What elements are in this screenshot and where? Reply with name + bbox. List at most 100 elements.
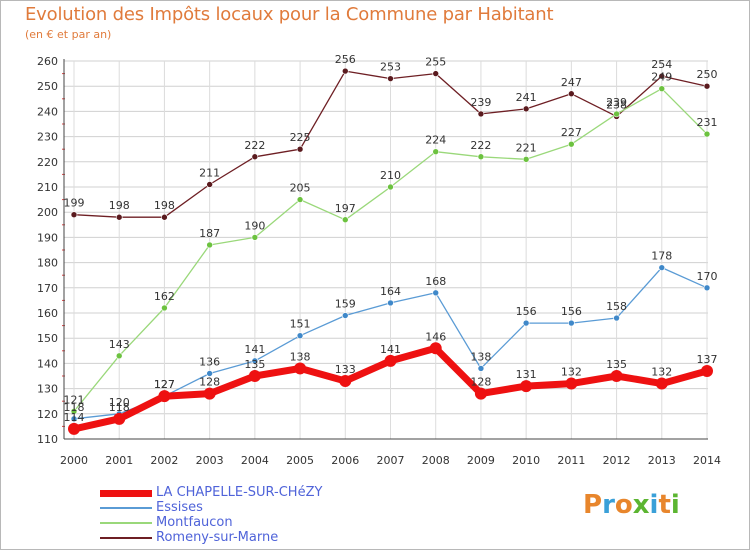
- data-label: 198: [154, 199, 175, 212]
- data-label: 121: [64, 393, 85, 406]
- data-point: [610, 370, 623, 382]
- legend-item: LA CHAPELLE-SUR-CHéZY: [100, 486, 322, 500]
- data-label: 118: [109, 401, 130, 414]
- data-point: [477, 153, 485, 161]
- data-label: 222: [470, 139, 491, 152]
- data-point: [522, 105, 530, 113]
- data-point: [161, 213, 168, 221]
- legend-item: Romeny-sur-Marne: [100, 531, 278, 545]
- legend-label: Essises: [156, 500, 203, 515]
- logo-letter: i: [649, 490, 659, 520]
- data-point: [432, 148, 440, 156]
- x-tick-label: 2008: [422, 454, 450, 467]
- chart-title: Evolution des Impôts locaux pour la Comm…: [25, 4, 554, 25]
- y-tick-label: 220: [37, 156, 58, 169]
- data-point: [655, 377, 668, 390]
- data-label: 168: [425, 275, 446, 288]
- data-label: 239: [606, 96, 627, 109]
- data-point: [568, 140, 575, 148]
- data-label: 143: [109, 338, 130, 351]
- logo-letter: i: [670, 490, 680, 520]
- legend-swatch: [100, 522, 152, 524]
- data-point: [296, 332, 304, 339]
- data-label: 127: [154, 378, 175, 391]
- proxiti-logo: Proxiti: [583, 490, 680, 520]
- data-point: [477, 365, 485, 372]
- data-point: [161, 304, 168, 312]
- data-label: 141: [244, 343, 265, 356]
- data-point: [701, 364, 713, 377]
- x-tick-label: 2005: [286, 454, 314, 467]
- logo-letter: P: [583, 490, 603, 520]
- data-point: [203, 387, 216, 400]
- data-point: [387, 75, 394, 82]
- data-label: 128: [470, 376, 491, 389]
- logo-letter: t: [658, 490, 671, 520]
- data-label: 136: [199, 355, 220, 368]
- data-point: [568, 319, 575, 327]
- data-label: 135: [606, 358, 627, 371]
- data-point: [658, 264, 666, 271]
- data-label: 138: [470, 350, 491, 363]
- data-label: 151: [290, 318, 311, 331]
- data-label: 178: [651, 250, 672, 263]
- data-point: [703, 82, 711, 90]
- x-tick-label: 2010: [512, 454, 540, 467]
- data-point: [251, 234, 259, 241]
- data-label: 132: [651, 366, 672, 379]
- data-label: 227: [561, 126, 582, 139]
- data-label: 164: [380, 285, 401, 298]
- data-label: 241: [516, 91, 537, 104]
- data-label: 210: [380, 169, 401, 182]
- data-point: [341, 216, 349, 224]
- data-label: 199: [64, 197, 85, 210]
- logo-letter: o: [614, 490, 633, 520]
- data-label: 170: [697, 270, 718, 283]
- data-point: [565, 377, 578, 390]
- data-label: 159: [335, 298, 356, 311]
- data-point: [206, 370, 213, 377]
- data-point: [432, 70, 440, 77]
- data-point: [296, 145, 304, 153]
- data-point: [158, 390, 171, 403]
- x-tick-label: 2001: [105, 454, 133, 467]
- data-label: 256: [335, 53, 356, 66]
- data-label: 205: [290, 182, 311, 195]
- logo-letter: r: [602, 490, 615, 520]
- y-tick-label: 150: [37, 332, 58, 345]
- legend-label: Romeny-sur-Marne: [156, 530, 279, 545]
- data-point: [520, 380, 533, 393]
- data-point: [658, 72, 666, 80]
- data-label: 135: [244, 358, 265, 371]
- data-label: 156: [561, 305, 582, 318]
- y-tick-label: 200: [37, 206, 58, 219]
- data-point: [613, 110, 620, 118]
- y-tick-label: 130: [37, 383, 58, 396]
- data-label: 133: [335, 363, 356, 376]
- data-label: 253: [380, 61, 401, 74]
- data-label: 131: [516, 368, 537, 381]
- data-label: 239: [470, 96, 491, 109]
- data-point: [341, 67, 349, 75]
- x-tick-label: 2003: [196, 454, 224, 467]
- data-label: 255: [425, 56, 446, 69]
- x-tick-label: 2006: [331, 454, 359, 467]
- y-tick-label: 230: [37, 131, 58, 144]
- legend-item: Montfaucon: [100, 516, 233, 530]
- data-label: 118: [64, 401, 85, 414]
- data-point: [70, 211, 78, 219]
- data-point: [206, 181, 213, 188]
- data-label: 249: [651, 71, 672, 84]
- data-point: [613, 314, 620, 322]
- data-label: 250: [697, 68, 718, 81]
- data-label: 190: [244, 219, 265, 232]
- data-point: [522, 155, 530, 163]
- data-point: [70, 415, 78, 423]
- data-point: [522, 319, 530, 327]
- legend-swatch: [100, 507, 152, 509]
- legend-label: Montfaucon: [156, 515, 233, 530]
- y-tick-label: 260: [37, 55, 58, 68]
- data-label: 146: [425, 330, 446, 343]
- data-point: [387, 299, 394, 307]
